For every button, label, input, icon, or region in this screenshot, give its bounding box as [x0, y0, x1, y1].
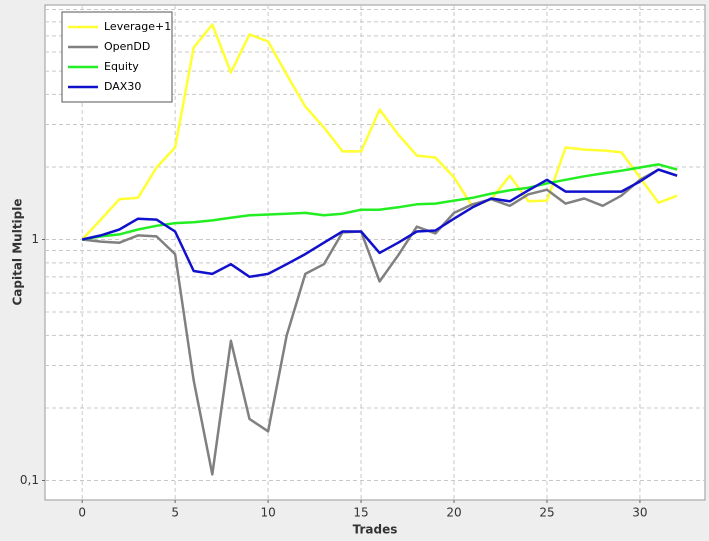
- legend-label: Equity: [104, 60, 139, 73]
- y-tick-label: 0,1: [20, 473, 39, 487]
- legend-label: Leverage+1: [104, 20, 171, 33]
- x-axis-title: Trades: [353, 523, 398, 537]
- legend-label: DAX30: [104, 80, 141, 93]
- series-line: [81, 163, 678, 241]
- series-line: [81, 23, 678, 241]
- x-tick-label: 10: [260, 506, 275, 520]
- y-axis-title: Capital Multiple: [11, 198, 25, 305]
- legend-label: OpenDD: [104, 40, 150, 53]
- series-line: [82, 168, 678, 476]
- y-tick-label: 1: [31, 232, 39, 246]
- series-line: [81, 168, 678, 279]
- x-tick-label: 15: [353, 506, 368, 520]
- x-tick-label: 5: [171, 506, 179, 520]
- x-tick-label: 0: [78, 506, 86, 520]
- x-tick-label: 25: [539, 506, 554, 520]
- x-tick-label: 20: [446, 506, 461, 520]
- x-tick-label: 30: [632, 506, 647, 520]
